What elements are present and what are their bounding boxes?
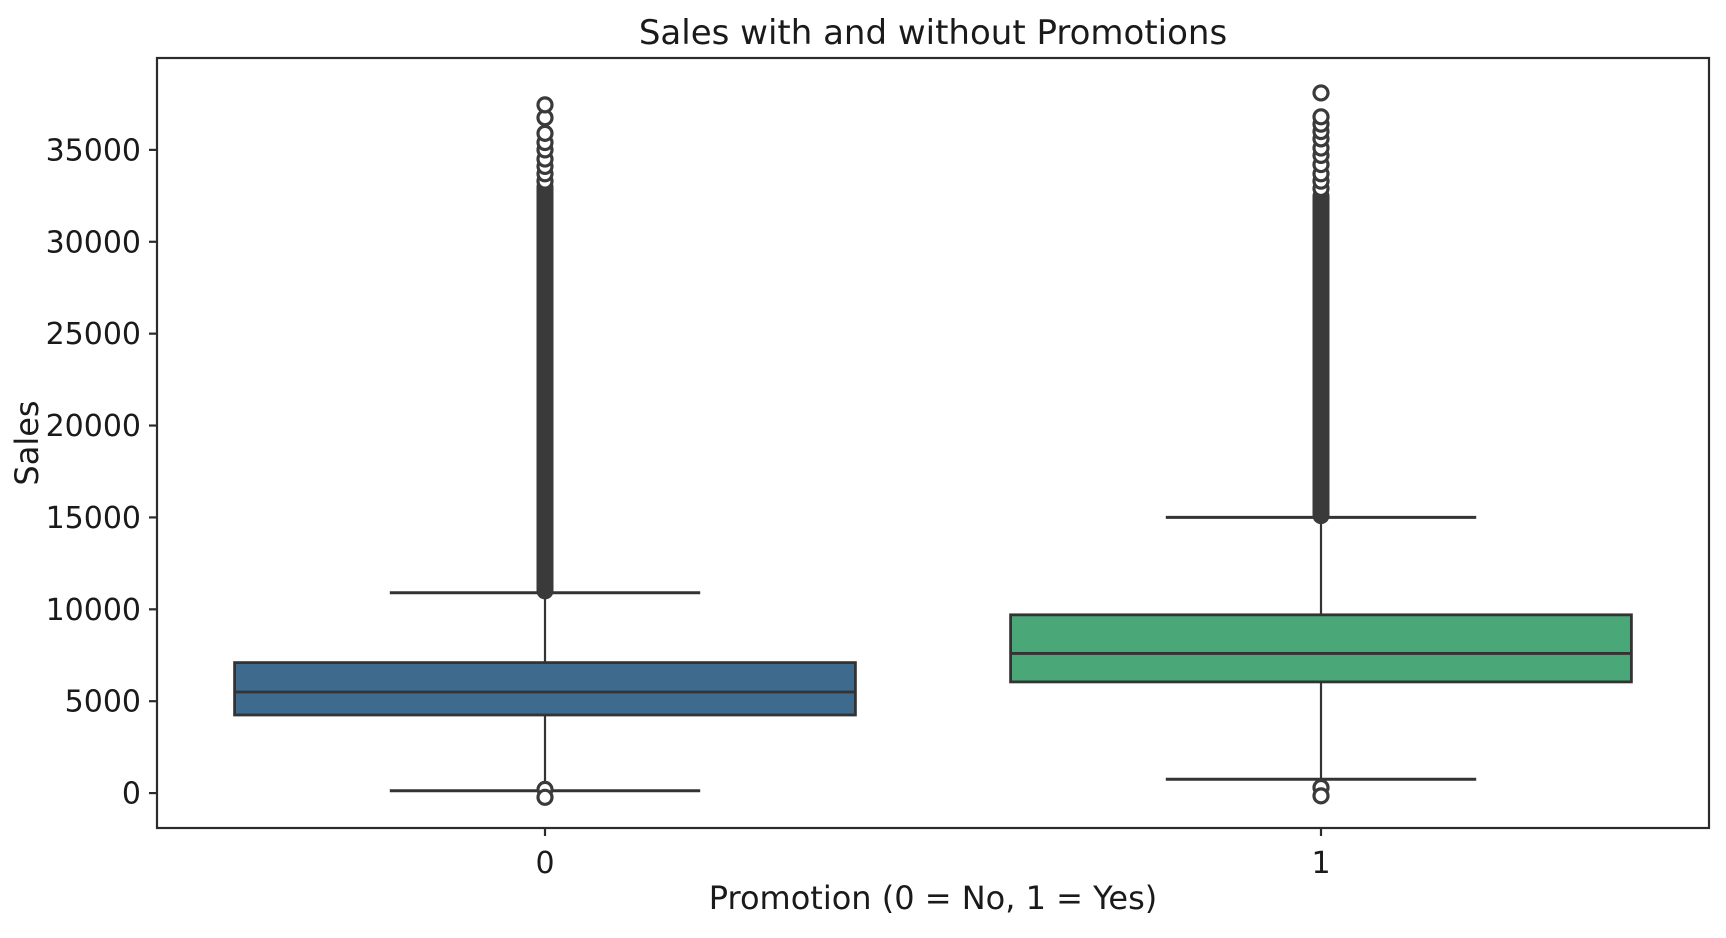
outlier-ring-0	[536, 124, 554, 142]
y-tick-label: 20000	[46, 409, 141, 444]
outlier-ring-low-1	[1312, 787, 1330, 805]
x-tick-label: 1	[1311, 846, 1330, 881]
outlier-ring-1	[1312, 108, 1330, 126]
y-tick-label: 0	[122, 777, 141, 812]
y-tick-label: 10000	[46, 593, 141, 628]
iqr-box-1	[1009, 613, 1633, 684]
y-tick-label: 35000	[46, 133, 141, 168]
y-tick-label: 15000	[46, 501, 141, 536]
x-tick-label: 0	[535, 846, 554, 881]
x-axis-label: Promotion (0 = No, 1 = Yes)	[709, 879, 1158, 917]
outlier-ring-low-0	[536, 788, 554, 806]
y-tick-label: 5000	[65, 685, 141, 720]
iqr-box-0	[233, 661, 857, 717]
chart-title: Sales with and without Promotions	[639, 13, 1227, 53]
outlier-ring-1	[1312, 84, 1330, 102]
plot-area: 0 5000 10000 15000 20000 25000 30000 35000 0 1	[46, 56, 1711, 881]
y-tick-label: 30000	[46, 225, 141, 260]
y-axis-label: Sales	[8, 400, 46, 485]
outlier-ring-0	[536, 96, 554, 114]
y-tick-label: 25000	[46, 317, 141, 352]
axes-frame	[155, 56, 1711, 830]
